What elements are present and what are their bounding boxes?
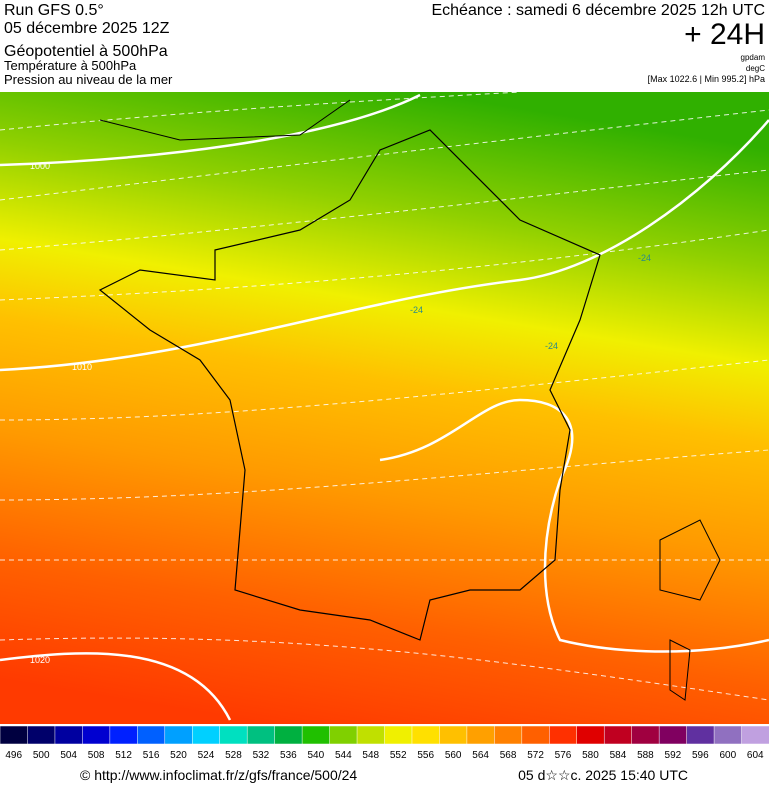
scale-label: 528 [225, 750, 242, 761]
scale-swatch [411, 725, 441, 745]
scale-label: 520 [170, 750, 187, 761]
scale-label: 556 [417, 750, 434, 761]
run: Run GFS 0.5° [4, 2, 104, 19]
scale-swatch [741, 725, 769, 745]
scale-label: 588 [637, 750, 654, 761]
subtitle: Pression au niveau de la mer [4, 72, 173, 87]
source-url: © http://www.infoclimat.fr/z/gfs/france/… [80, 767, 357, 783]
scale-label: 540 [307, 750, 324, 761]
isobar-label: 1020 [30, 655, 50, 665]
scale-label: 504 [60, 750, 77, 761]
isotherm-label: -24 [410, 305, 423, 315]
scale-swatch [246, 725, 276, 745]
pressure-range: [Max 1022.6 | Min 995.2] hPa [648, 74, 765, 84]
isobar-label: 1000 [30, 161, 50, 171]
scale-label: 592 [665, 750, 682, 761]
scale-swatch [27, 725, 56, 745]
scale-label: 524 [198, 750, 215, 761]
scale-label: 496 [5, 750, 22, 761]
scale-label: 532 [253, 750, 270, 761]
scale-swatch [466, 725, 496, 745]
scale-label: 576 [555, 750, 572, 761]
echeance: Echéance : samedi 6 décembre 2025 12h UT… [431, 2, 765, 19]
isobar-label: 1010 [72, 362, 92, 372]
field [0, 92, 769, 724]
timestamp: 05 d☆☆c. 2025 15:40 UTC [518, 767, 688, 783]
scale-swatch [713, 725, 743, 745]
scale-swatch [274, 725, 303, 745]
scale-swatch [576, 725, 605, 745]
scale-label: 548 [362, 750, 379, 761]
scale-label: 568 [500, 750, 517, 761]
scale-swatch [439, 725, 468, 745]
scale-label: 572 [527, 750, 544, 761]
scale-label: 500 [33, 750, 50, 761]
isotherm-label: -24 [638, 253, 651, 263]
scale-swatch [549, 725, 578, 745]
scale-swatch [301, 725, 331, 745]
scale-swatch [0, 725, 29, 745]
scale-label: 552 [390, 750, 407, 761]
scale-swatch [109, 725, 139, 745]
scale-swatch [521, 725, 551, 745]
scale-label: 544 [335, 750, 352, 761]
run-date: 05 décembre 2025 12Z [4, 20, 170, 37]
scale-swatch [329, 725, 358, 745]
scale-swatch [384, 725, 413, 745]
scale-swatch [137, 725, 166, 745]
scale-label: 516 [143, 750, 160, 761]
scale-swatch [54, 725, 84, 745]
scale-label: 604 [747, 750, 764, 761]
scale-swatch [603, 725, 633, 745]
subtitle: Température à 500hPa [4, 58, 137, 73]
scale-swatch [82, 725, 111, 745]
scale-label: 580 [582, 750, 599, 761]
scale-swatch [164, 725, 194, 745]
scale-swatch [219, 725, 248, 745]
isotherm-label: -24 [545, 341, 558, 351]
scale-swatch [494, 725, 523, 745]
scale-swatch [658, 725, 688, 745]
unit: gpdam [741, 53, 766, 62]
title: Géopotentiel à 500hPa [4, 43, 168, 60]
unit: degC [746, 64, 765, 73]
scale-swatch [631, 725, 660, 745]
scale-swatch [356, 725, 386, 745]
england-coast [99, 99, 351, 141]
lead-time: + 24H [684, 18, 765, 51]
scale-label: 596 [692, 750, 709, 761]
color-scale: 496 500 504 508 512 516 520 524 528 532 536 540 544 5… [0, 725, 769, 761]
scale-label: 536 [280, 750, 297, 761]
scale-label: 584 [610, 750, 627, 761]
scale-label: 564 [472, 750, 489, 761]
isobars [0, 93, 769, 721]
scale-label: 560 [445, 750, 462, 761]
map: 1000 1010 1020 -24 -24 -24 [0, 91, 769, 724]
scale-swatch [192, 725, 221, 745]
scale-label: 512 [115, 750, 132, 761]
coastline [659, 519, 721, 701]
scale-label: 508 [88, 750, 105, 761]
scale-label: 600 [719, 750, 736, 761]
france-outline [98, 129, 601, 641]
scale-swatch [686, 725, 715, 745]
